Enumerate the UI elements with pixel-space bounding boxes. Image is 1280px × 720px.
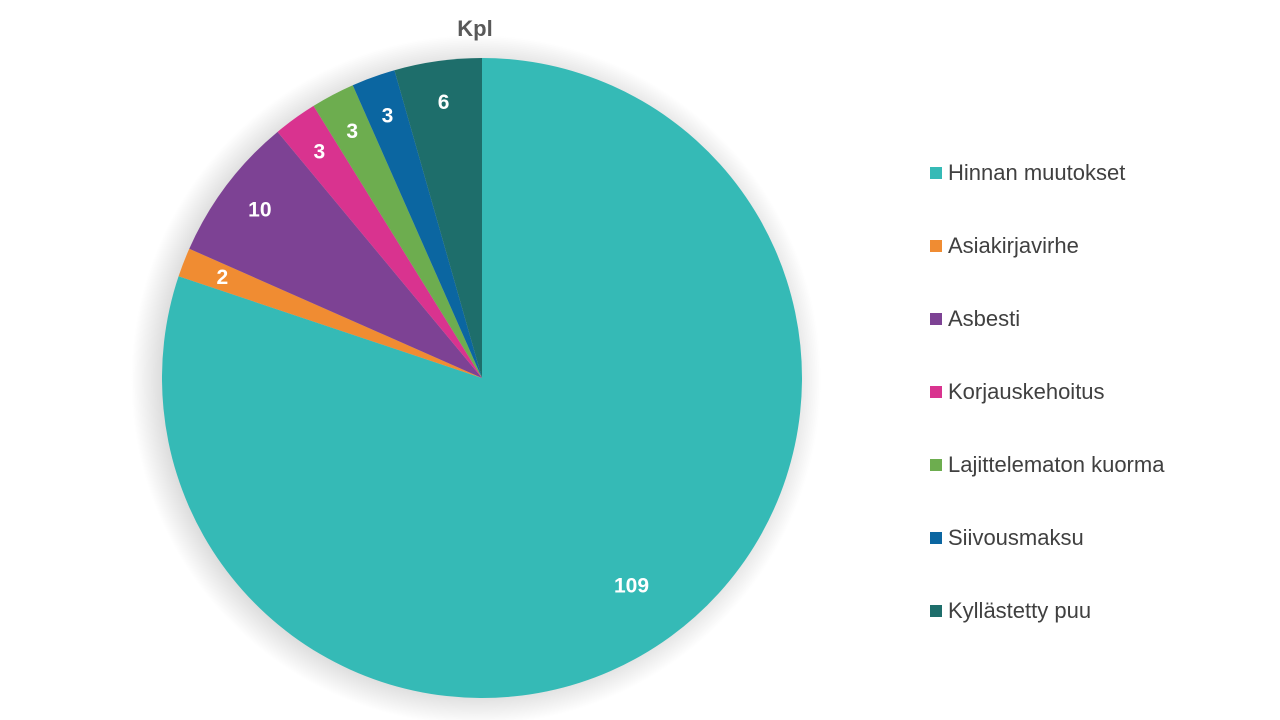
pie-slice-6 [352, 70, 482, 379]
pie-slice-4 [277, 105, 482, 379]
legend-label: Asiakirjavirhe [948, 232, 1079, 258]
legend-swatch [930, 458, 942, 471]
legend-label: Asbesti [948, 305, 1021, 331]
legend-item-7: Kyllästetty puu [930, 574, 1270, 647]
legend-item-4: Korjauskehoitus [930, 355, 1270, 428]
legend-item-2: Asiakirjavirhe [930, 209, 1270, 282]
pie-slice-2 [178, 248, 482, 378]
legend-swatch [930, 385, 942, 398]
legend-item-3: Asbesti [930, 282, 1270, 355]
pie-slice-7 [394, 58, 482, 378]
legend-swatch [930, 312, 942, 325]
legend-swatch [930, 166, 942, 179]
legend-item-1: Hinnan muutokset [930, 136, 1270, 209]
pie-slices [161, 58, 803, 699]
legend-label: Siivousmaksu [948, 524, 1084, 550]
legend-swatch [930, 531, 942, 544]
legend: Hinnan muutokset Asiakirjavirhe Asbesti Kor… [930, 136, 1270, 647]
legend-item-5: Lajittelematon kuorma [930, 428, 1270, 501]
legend-label: Lajittelematon kuorma [948, 451, 1165, 477]
legend-swatch [930, 239, 942, 252]
pie-slice-3 [189, 131, 482, 378]
legend-swatch [930, 604, 942, 617]
legend-label: Korjauskehoitus [948, 378, 1105, 404]
pie-slice-5 [313, 85, 482, 378]
data-label-7: 6 [438, 91, 450, 114]
legend-label: Kyllästetty puu [948, 597, 1092, 623]
data-label-4: 3 [314, 141, 326, 164]
legend-item-6: Siivousmaksu [930, 501, 1270, 574]
data-label-6: 3 [382, 105, 394, 128]
data-label-1: 109 [614, 574, 649, 597]
data-label-3: 10 [248, 199, 271, 222]
pie-slice-1 [161, 58, 803, 699]
data-label-5: 3 [346, 120, 358, 143]
legend-label: Hinnan muutokset [948, 159, 1126, 185]
data-label-2: 2 [217, 266, 229, 289]
